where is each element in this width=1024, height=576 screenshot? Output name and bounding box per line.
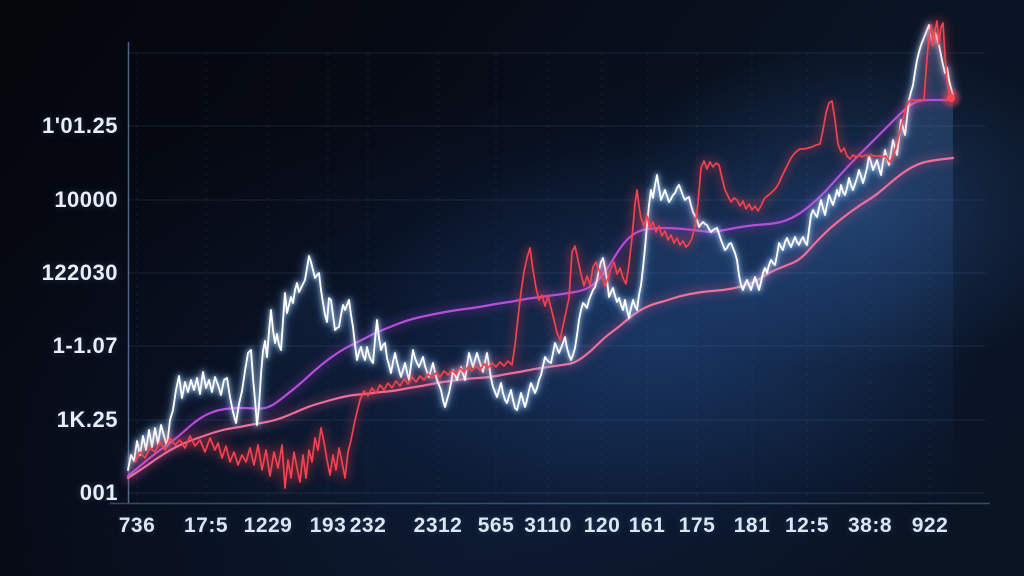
x-tick-label: 12:5: [784, 514, 830, 537]
x-tick-label: 3110: [524, 514, 572, 537]
x-tick-label: 565: [477, 514, 515, 537]
ma-fast-line: [126, 156, 955, 480]
price-line: [127, 24, 954, 471]
x-tick-label: 2312: [413, 514, 463, 537]
x-tick-label: 1229: [243, 514, 293, 537]
x-tick-label: 38:8: [847, 514, 893, 537]
y-tick-label: 1K.25: [56, 407, 118, 432]
y-tick-label: 1-1.07: [52, 333, 118, 358]
y-tick-label: 001: [79, 480, 118, 505]
x-tick-label: 181: [733, 514, 771, 537]
price-area-fill: [128, 25, 953, 503]
y-tick-label: 122030: [41, 260, 118, 285]
x-tick-label: 161: [628, 514, 666, 537]
y-tick-label: 1'01.25: [41, 113, 118, 138]
x-tick-label: 193: [309, 514, 347, 537]
secondary-line: [134, 20, 952, 489]
x-tick-label: 175: [678, 514, 716, 537]
x-tick-label: 17:5: [183, 514, 229, 537]
series-end-marker: [947, 94, 955, 102]
x-tick-label: 120: [583, 514, 621, 537]
y-tick-label: 10000: [54, 187, 118, 212]
x-tick-label: 736: [118, 514, 156, 537]
x-tick-label: 922: [911, 514, 949, 537]
x-tick-label: 232: [349, 514, 387, 537]
